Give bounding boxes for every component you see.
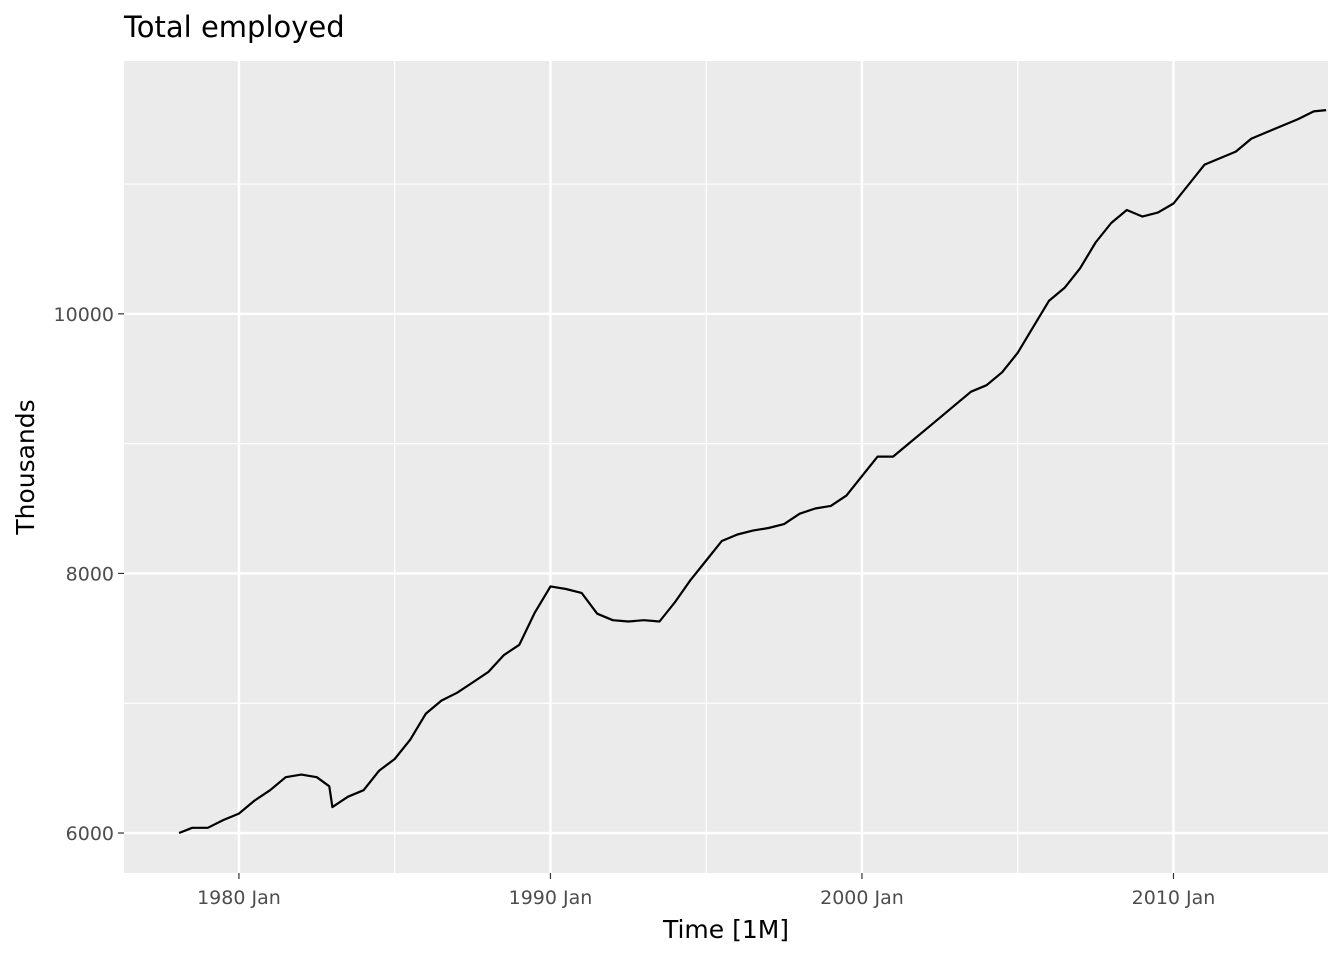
x-axis-title: Time [1M] <box>662 915 789 944</box>
x-tick-label: 2000 Jan <box>820 887 904 909</box>
y-axis-title: Thousands <box>11 399 40 535</box>
x-tick-label: 1990 Jan <box>509 887 593 909</box>
y-tick-label: 8000 <box>66 563 114 585</box>
x-axis: 1980 Jan 1990 Jan 2000 Jan 2010 Jan <box>197 873 1215 909</box>
series-layer <box>178 109 1327 835</box>
x-tick-label: 2010 Jan <box>1132 887 1216 909</box>
series-line <box>178 109 1327 835</box>
y-axis: 6000 8000 10000 <box>54 304 124 845</box>
x-tick-label: 1980 Jan <box>197 887 281 909</box>
y-tick-label: 10000 <box>54 304 114 326</box>
major-gridlines <box>124 61 1328 873</box>
y-tick-label: 6000 <box>66 823 114 845</box>
minor-gridlines <box>124 61 1330 873</box>
chart-title: Total employed <box>123 10 345 44</box>
plot-panel <box>124 61 1328 873</box>
